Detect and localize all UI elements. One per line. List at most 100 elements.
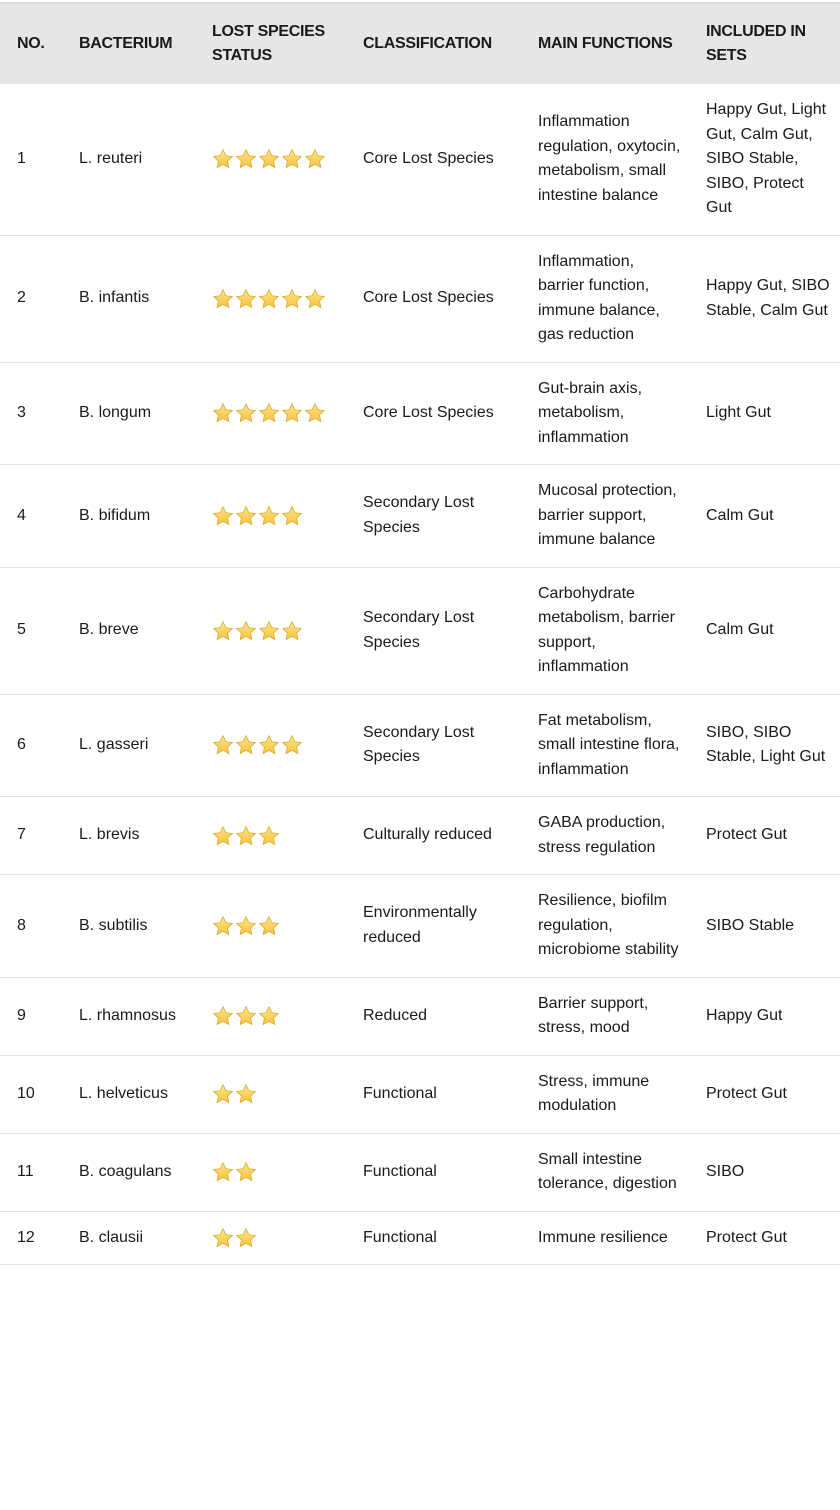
cell-functions: Carbohydrate metabolism, barrier support… bbox=[521, 567, 689, 695]
star-icon bbox=[235, 505, 257, 525]
cell-status bbox=[195, 567, 346, 695]
cell-classification: Secondary Lost Species bbox=[346, 567, 521, 695]
header-classification: CLASSIFICATION bbox=[346, 3, 521, 84]
cell-functions: Fat metabolism, small intestine flora, i… bbox=[521, 694, 689, 797]
cell-sets: Happy Gut, SIBO Stable, Calm Gut bbox=[689, 235, 840, 363]
cell-bacterium: B. bifidum bbox=[62, 464, 195, 568]
cell-bacterium: B. infantis bbox=[62, 235, 195, 363]
cell-classification: Functional bbox=[346, 1133, 521, 1212]
table-row: 9 L. rhamnosus Reduced Barrier support, str… bbox=[0, 977, 840, 1056]
header-functions: MAIN FUNCTIONS bbox=[521, 3, 689, 84]
cell-sets: Protect Gut bbox=[689, 1055, 840, 1134]
star-icon bbox=[212, 825, 234, 845]
cell-no: 9 bbox=[0, 977, 62, 1056]
cell-no: 5 bbox=[0, 567, 62, 695]
header-sets: INCLUDED IN SETS bbox=[689, 3, 840, 84]
star-rating bbox=[212, 148, 338, 170]
cell-no: 2 bbox=[0, 235, 62, 363]
star-icon bbox=[258, 505, 280, 525]
cell-bacterium: L. helveticus bbox=[62, 1055, 195, 1134]
cell-classification: Core Lost Species bbox=[346, 362, 521, 465]
cell-bacterium: B. clausii bbox=[62, 1211, 195, 1265]
star-icon bbox=[235, 915, 257, 935]
table-row: 10 L. helveticus Functional Stress, immune … bbox=[0, 1055, 840, 1134]
cell-functions: Mucosal protection, barrier support, imm… bbox=[521, 464, 689, 568]
star-icon bbox=[281, 735, 303, 755]
star-icon bbox=[212, 288, 234, 308]
cell-functions: GABA production, stress regulation bbox=[521, 796, 689, 875]
star-rating bbox=[212, 1005, 338, 1027]
cell-sets: Happy Gut, Light Gut, Calm Gut, SIBO Sta… bbox=[689, 84, 840, 236]
star-icon bbox=[281, 505, 303, 525]
cell-classification: Functional bbox=[346, 1211, 521, 1265]
cell-no: 8 bbox=[0, 874, 62, 978]
star-icon bbox=[258, 825, 280, 845]
table-row: 2 B. infantis Core Lost Species Inflammatio… bbox=[0, 235, 840, 363]
cell-no: 7 bbox=[0, 796, 62, 875]
cell-classification: Secondary Lost Species bbox=[346, 464, 521, 568]
cell-no: 1 bbox=[0, 84, 62, 236]
cell-bacterium: B. subtilis bbox=[62, 874, 195, 978]
header-status: LOST SPECIES STATUS bbox=[195, 3, 346, 84]
cell-status bbox=[195, 1211, 346, 1265]
cell-sets: Protect Gut bbox=[689, 796, 840, 875]
cell-status bbox=[195, 874, 346, 978]
cell-sets: Calm Gut bbox=[689, 567, 840, 695]
cell-functions: Gut-brain axis, metabolism, inflammation bbox=[521, 362, 689, 465]
star-icon bbox=[258, 1005, 280, 1026]
cell-functions: Inflammation, barrier function, immune b… bbox=[521, 235, 689, 363]
star-icon bbox=[212, 1161, 234, 1182]
star-icon bbox=[212, 915, 234, 935]
cell-no: 3 bbox=[0, 362, 62, 465]
star-icon bbox=[212, 1083, 234, 1104]
table-row: 5 B. breve Secondary Lost Species Carbohydr… bbox=[0, 567, 840, 695]
cell-status bbox=[195, 464, 346, 568]
cell-functions: Stress, immune modulation bbox=[521, 1055, 689, 1134]
cell-bacterium: L. gasseri bbox=[62, 694, 195, 797]
star-icon bbox=[281, 288, 303, 308]
star-icon bbox=[235, 620, 257, 640]
star-icon bbox=[212, 149, 234, 169]
star-icon bbox=[235, 1083, 257, 1104]
header-bacterium: BACTERIUM bbox=[62, 3, 195, 84]
table-row: 6 L. gasseri Secondary Lost Species Fat met… bbox=[0, 694, 840, 797]
cell-bacterium: L. reuteri bbox=[62, 84, 195, 236]
cell-classification: Culturally reduced bbox=[346, 796, 521, 875]
star-rating bbox=[212, 734, 338, 756]
table-row: 11 B. coagulans Functional Small intestine … bbox=[0, 1133, 840, 1212]
cell-status bbox=[195, 1133, 346, 1212]
header-no: NO. bbox=[0, 3, 62, 84]
star-icon bbox=[212, 1005, 234, 1026]
cell-sets: SIBO bbox=[689, 1133, 840, 1212]
table-row: 4 B. bifidum Secondary Lost Species Mucosal… bbox=[0, 464, 840, 568]
cell-status bbox=[195, 694, 346, 797]
star-rating bbox=[212, 1083, 338, 1105]
cell-bacterium: B. coagulans bbox=[62, 1133, 195, 1212]
cell-bacterium: B. breve bbox=[62, 567, 195, 695]
cell-sets: SIBO, SIBO Stable, Light Gut bbox=[689, 694, 840, 797]
cell-sets: Light Gut bbox=[689, 362, 840, 465]
cell-sets: SIBO Stable bbox=[689, 874, 840, 978]
cell-bacterium: L. rhamnosus bbox=[62, 977, 195, 1056]
cell-no: 4 bbox=[0, 464, 62, 568]
star-icon bbox=[258, 735, 280, 755]
cell-classification: Environmentally reduced bbox=[346, 874, 521, 978]
star-rating bbox=[212, 825, 338, 847]
cell-functions: Small intestine tolerance, digestion bbox=[521, 1133, 689, 1212]
star-icon bbox=[281, 403, 303, 423]
star-icon bbox=[304, 288, 326, 308]
star-icon bbox=[212, 735, 234, 755]
cell-sets: Protect Gut bbox=[689, 1211, 840, 1265]
cell-status bbox=[195, 84, 346, 236]
star-icon bbox=[235, 149, 257, 169]
cell-no: 11 bbox=[0, 1133, 62, 1212]
star-icon bbox=[281, 620, 303, 640]
star-icon bbox=[235, 1161, 257, 1182]
star-rating bbox=[212, 402, 338, 424]
table-row: 12 B. clausii Functional Immune resilience P… bbox=[0, 1211, 840, 1265]
cell-classification: Secondary Lost Species bbox=[346, 694, 521, 797]
table-row: 1 L. reuteri Core Lost Species Inflammation… bbox=[0, 84, 840, 236]
star-icon bbox=[212, 1227, 234, 1247]
cell-sets: Calm Gut bbox=[689, 464, 840, 568]
table-row: 8 B. subtilis Environmentally reduced Resil… bbox=[0, 874, 840, 978]
